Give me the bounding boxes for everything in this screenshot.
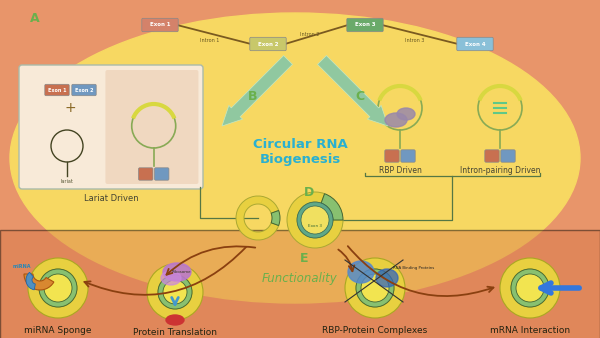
FancyBboxPatch shape xyxy=(250,37,286,51)
Wedge shape xyxy=(24,274,54,290)
Ellipse shape xyxy=(376,269,398,287)
Text: Exon 2: Exon 2 xyxy=(258,42,278,47)
Wedge shape xyxy=(147,264,203,320)
Circle shape xyxy=(516,274,544,302)
Text: Exon 3: Exon 3 xyxy=(355,23,376,27)
Text: B: B xyxy=(248,90,257,103)
Text: A: A xyxy=(30,12,40,25)
FancyArrowPatch shape xyxy=(317,55,388,126)
FancyBboxPatch shape xyxy=(72,84,96,96)
Ellipse shape xyxy=(397,108,415,120)
Wedge shape xyxy=(511,269,549,307)
Circle shape xyxy=(44,274,72,302)
FancyBboxPatch shape xyxy=(19,65,203,189)
Ellipse shape xyxy=(348,261,374,283)
Text: Exon 4: Exon 4 xyxy=(464,42,485,47)
FancyBboxPatch shape xyxy=(106,70,199,184)
Text: RNA Binding Proteins: RNA Binding Proteins xyxy=(393,266,434,270)
Text: Exon 3: Exon 3 xyxy=(308,224,322,228)
Wedge shape xyxy=(158,275,192,309)
Text: RBP-Protein Complexes: RBP-Protein Complexes xyxy=(322,326,428,335)
Wedge shape xyxy=(236,196,278,240)
Text: Ribosome: Ribosome xyxy=(171,270,191,274)
Text: Intron 3: Intron 3 xyxy=(406,38,425,43)
Wedge shape xyxy=(287,192,343,248)
Circle shape xyxy=(301,206,329,234)
Wedge shape xyxy=(271,211,280,225)
Ellipse shape xyxy=(161,271,181,285)
FancyBboxPatch shape xyxy=(385,150,399,162)
Ellipse shape xyxy=(163,263,191,281)
Circle shape xyxy=(163,280,187,304)
Text: lariat: lariat xyxy=(61,179,73,184)
FancyBboxPatch shape xyxy=(501,150,515,162)
Ellipse shape xyxy=(10,13,580,303)
Text: Intron 2: Intron 2 xyxy=(301,32,320,37)
Text: Intron-pairing Driven: Intron-pairing Driven xyxy=(460,166,540,175)
Text: Functionality: Functionality xyxy=(262,272,338,285)
Text: Intron 1: Intron 1 xyxy=(200,38,220,43)
Text: Lariat Driven: Lariat Driven xyxy=(83,194,139,203)
Wedge shape xyxy=(321,194,343,220)
FancyBboxPatch shape xyxy=(142,18,178,32)
Text: Exon 1: Exon 1 xyxy=(150,23,170,27)
Text: mRNA Interaction: mRNA Interaction xyxy=(490,326,570,335)
Text: Circular RNA
Biogenesis: Circular RNA Biogenesis xyxy=(253,138,347,167)
FancyBboxPatch shape xyxy=(0,230,600,338)
Text: D: D xyxy=(304,186,314,199)
FancyBboxPatch shape xyxy=(347,18,383,32)
Text: C: C xyxy=(355,90,364,103)
Wedge shape xyxy=(28,258,88,318)
Ellipse shape xyxy=(166,315,184,325)
FancyBboxPatch shape xyxy=(485,150,499,162)
Text: E: E xyxy=(300,252,308,265)
Text: miRNA Sponge: miRNA Sponge xyxy=(24,326,92,335)
Wedge shape xyxy=(26,272,35,290)
Text: Exon 2: Exon 2 xyxy=(75,88,93,93)
Text: +: + xyxy=(64,101,76,115)
Wedge shape xyxy=(39,269,77,307)
Ellipse shape xyxy=(385,113,407,127)
FancyArrowPatch shape xyxy=(222,55,292,126)
Wedge shape xyxy=(345,258,405,318)
Text: Protein Translation: Protein Translation xyxy=(133,328,217,337)
FancyBboxPatch shape xyxy=(401,150,415,162)
Text: miRNA: miRNA xyxy=(13,264,31,268)
FancyBboxPatch shape xyxy=(139,168,153,180)
Circle shape xyxy=(361,274,389,302)
Wedge shape xyxy=(297,202,333,238)
Text: Exon 1: Exon 1 xyxy=(48,88,66,93)
Wedge shape xyxy=(356,269,394,307)
FancyBboxPatch shape xyxy=(155,168,169,180)
FancyBboxPatch shape xyxy=(45,84,69,96)
FancyBboxPatch shape xyxy=(457,37,493,51)
Wedge shape xyxy=(500,258,560,318)
Text: RBP Driven: RBP Driven xyxy=(379,166,421,175)
